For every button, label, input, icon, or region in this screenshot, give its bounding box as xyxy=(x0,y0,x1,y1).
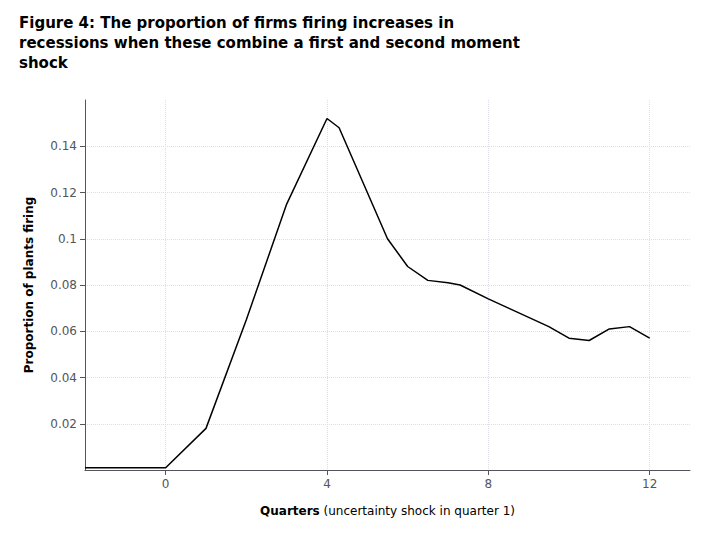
svg-text:4: 4 xyxy=(323,477,331,491)
svg-text:12: 12 xyxy=(642,477,657,491)
svg-text:0.12: 0.12 xyxy=(50,186,77,200)
svg-text:Figure 4: The proportion of fi: Figure 4: The proportion of firms firing… xyxy=(19,14,454,32)
svg-text:Proportion of plants firing: Proportion of plants firing xyxy=(22,197,36,374)
svg-text:shock: shock xyxy=(19,54,69,72)
svg-text:0.02: 0.02 xyxy=(50,417,77,431)
svg-text:Quarters: Quarters xyxy=(260,504,320,518)
svg-text:0.14: 0.14 xyxy=(50,139,77,153)
svg-text:0.06: 0.06 xyxy=(50,324,77,338)
svg-text:0.08: 0.08 xyxy=(50,278,77,292)
svg-text:(uncertainty shock in quarter: (uncertainty shock in quarter 1) xyxy=(320,504,515,518)
svg-text:0.1: 0.1 xyxy=(58,232,77,246)
svg-text:0.04: 0.04 xyxy=(50,371,77,385)
svg-text:8: 8 xyxy=(485,477,493,491)
svg-text:recessions when these combine: recessions when these combine a first an… xyxy=(19,34,520,52)
svg-text:0: 0 xyxy=(162,477,170,491)
